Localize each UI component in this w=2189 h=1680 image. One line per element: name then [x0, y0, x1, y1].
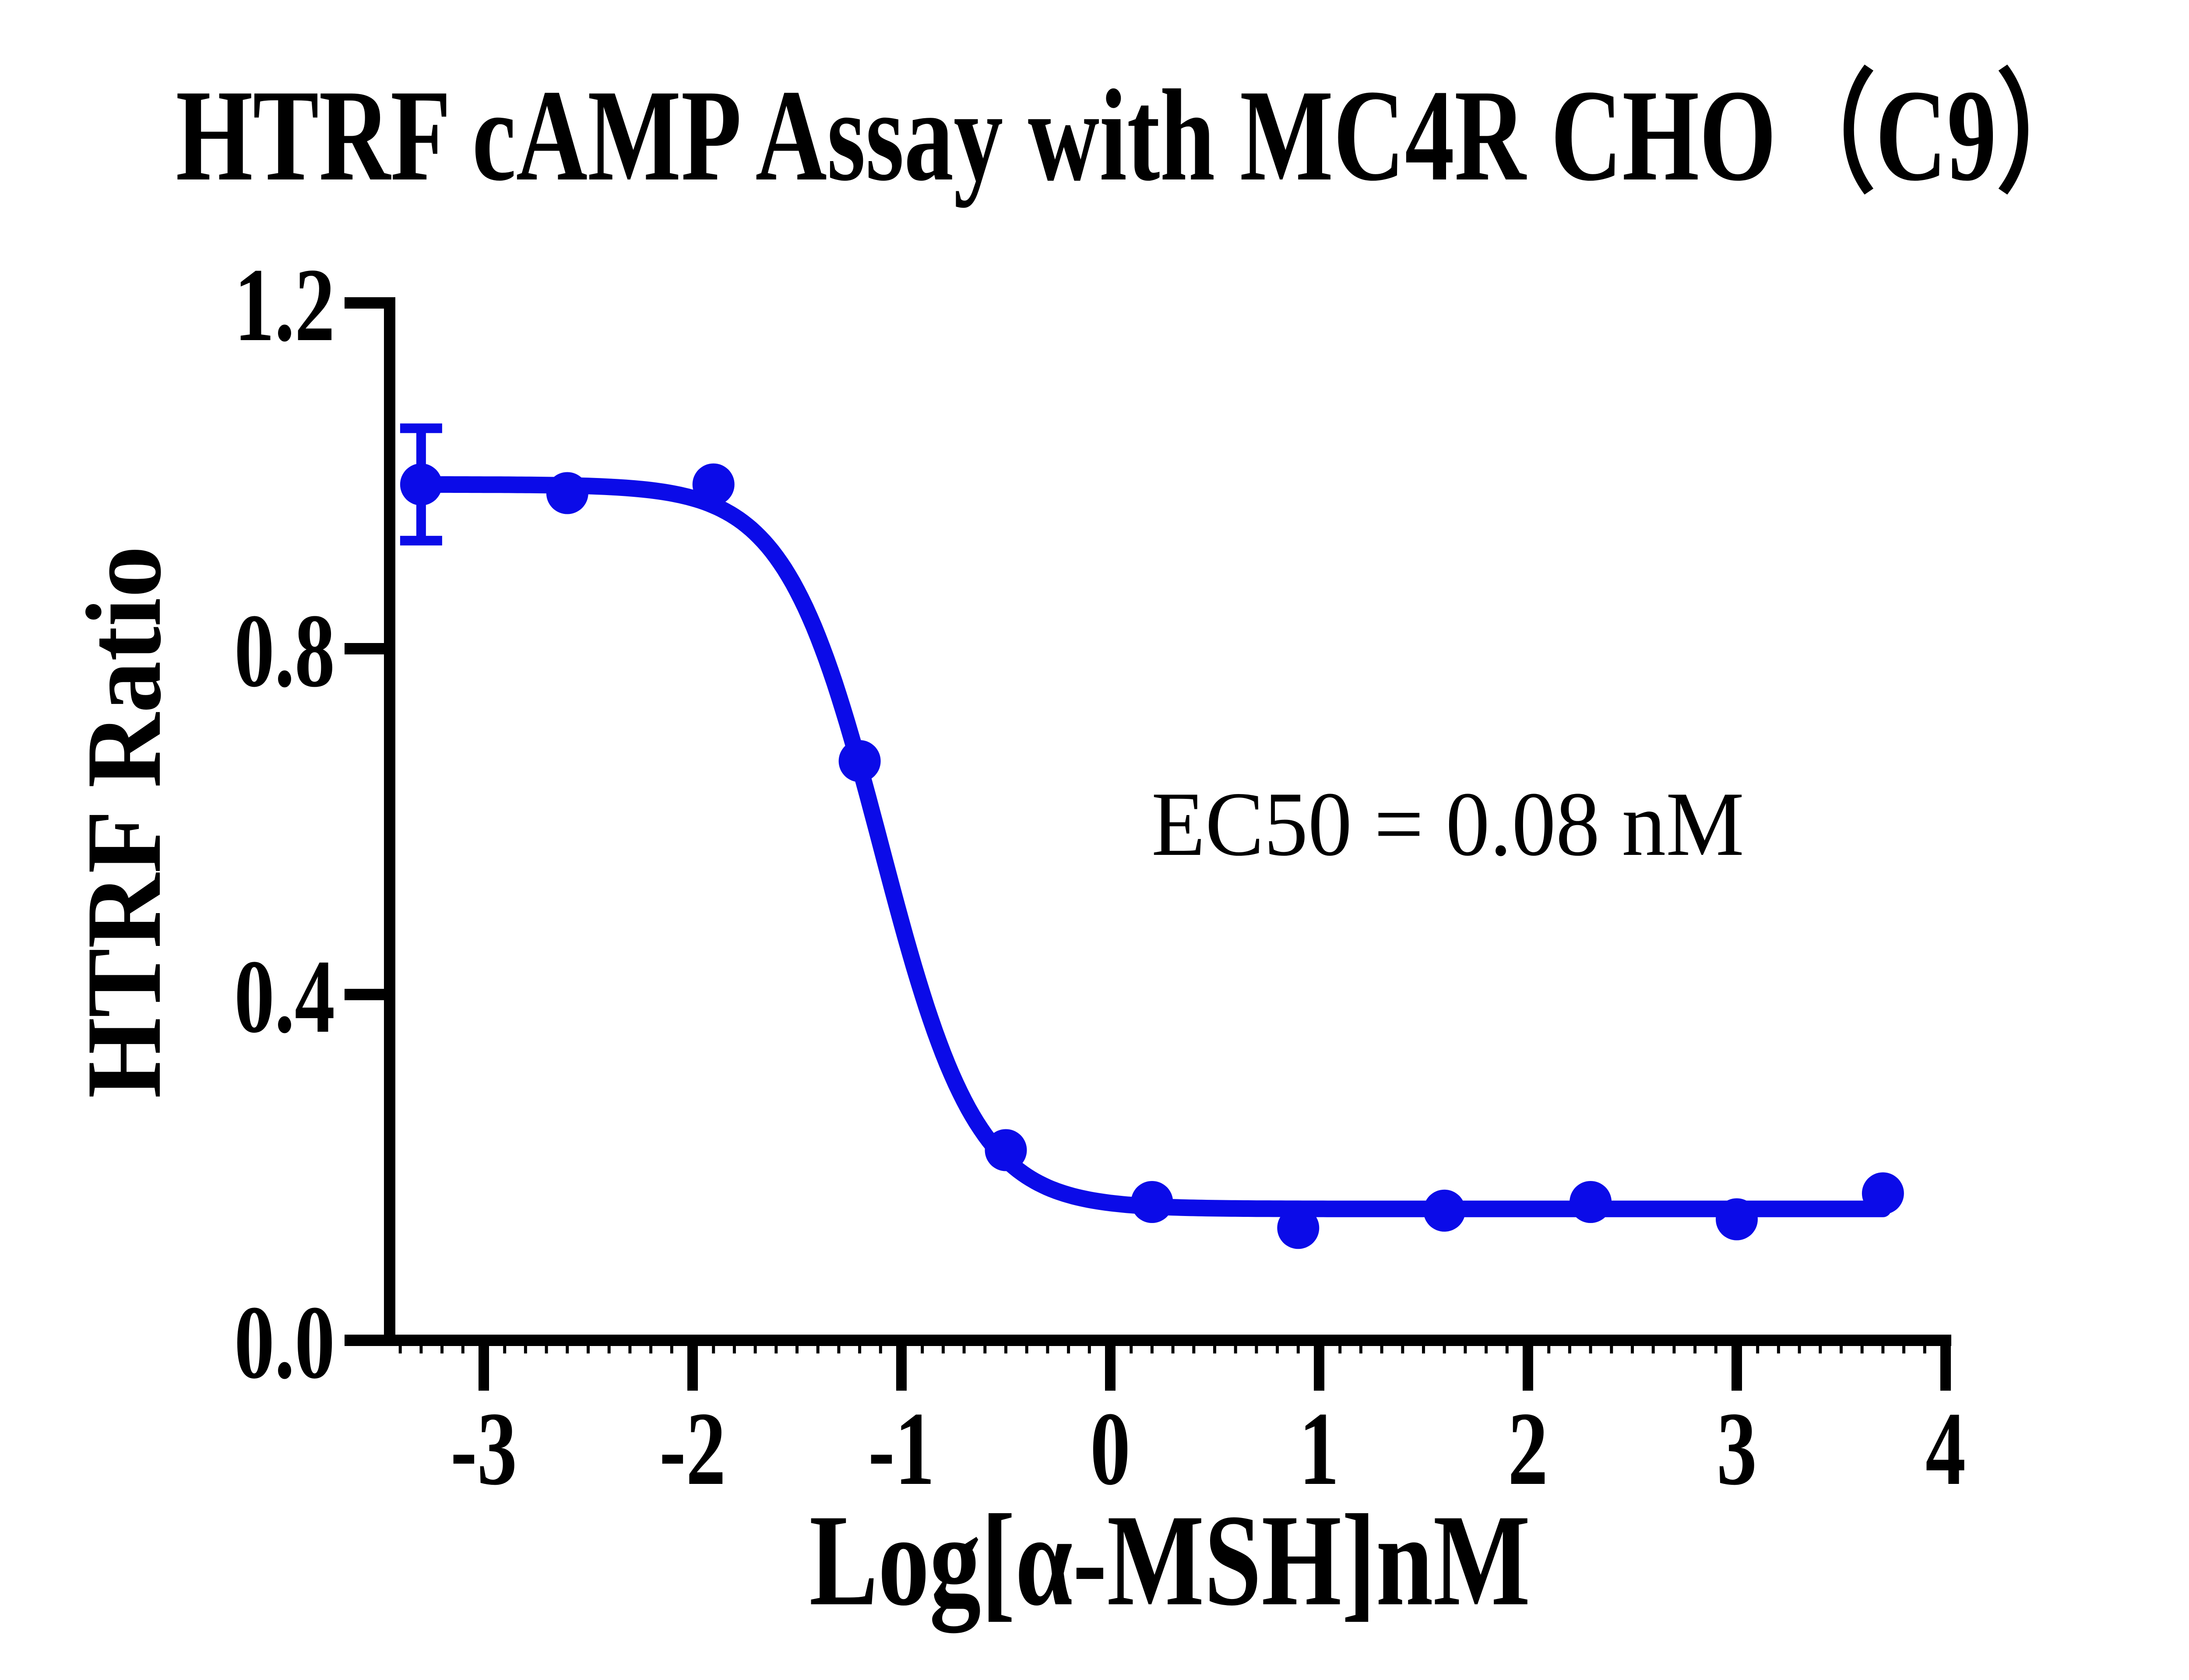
data-point — [1277, 1207, 1320, 1249]
x-tick-label: 2 — [1508, 1390, 1548, 1507]
y-tick-label: 0.4 — [234, 938, 335, 1054]
x-tick-label: 4 — [1925, 1390, 1966, 1507]
chart-title: HTRF cAMP Assay with MC4R CHO（C9） — [176, 63, 2096, 208]
y-tick-label: 0.0 — [234, 1284, 335, 1400]
data-point — [1862, 1172, 1904, 1215]
x-tick-label: 1 — [1299, 1390, 1339, 1507]
x-tick-label: 3 — [1717, 1390, 1757, 1507]
ec50-annotation: EC50 = 0.08 nM — [1151, 773, 1744, 875]
data-point — [546, 472, 588, 514]
x-tick-label: 0 — [1090, 1390, 1130, 1507]
data-point — [985, 1129, 1027, 1171]
axes: 0.0 0.4 0.8 1.2 -3 -2 -1 0 1 2 3 4 — [234, 246, 1966, 1507]
dose-response-series — [400, 423, 1904, 1249]
x-tick-label: -2 — [659, 1390, 726, 1507]
data-point — [400, 463, 442, 506]
y-tick-label: 1.2 — [234, 246, 335, 363]
data-point — [1131, 1181, 1173, 1223]
y-tick-label: 0.8 — [234, 592, 335, 709]
x-tick-label: -1 — [868, 1390, 935, 1507]
x-tick-label: -3 — [450, 1390, 517, 1507]
data-point — [692, 463, 735, 506]
data-point — [1716, 1198, 1758, 1241]
y-axis-label: HTRF Ratio — [64, 546, 183, 1098]
data-point — [838, 740, 881, 782]
data-point — [1570, 1181, 1612, 1223]
x-axis-label: Log[α-MSH]nM — [809, 1487, 1531, 1635]
data-point — [1423, 1189, 1466, 1232]
